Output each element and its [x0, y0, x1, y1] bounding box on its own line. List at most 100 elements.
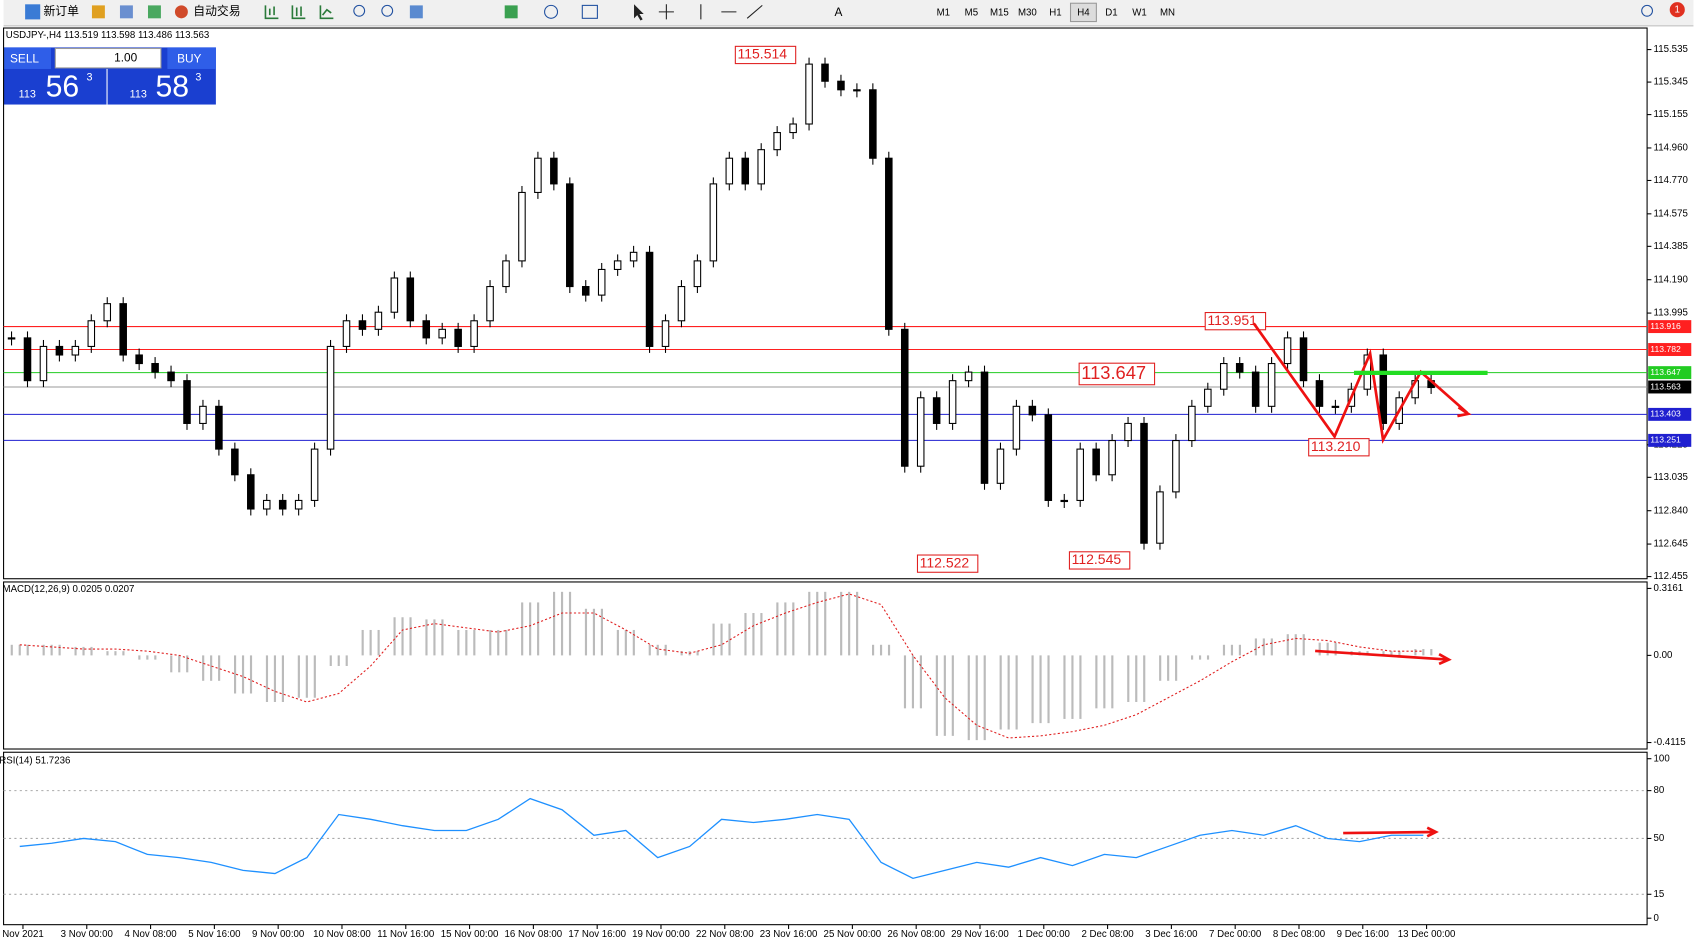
candle [1235, 363, 1244, 373]
x-tick-label: 25 Nov 00:00 [824, 929, 882, 940]
buy-button[interactable] [167, 47, 216, 69]
y-tick-label: 112.645 [1654, 539, 1688, 550]
timeframe-button[interactable]: M15 [990, 7, 1009, 18]
price-annotation-box [1068, 551, 1131, 570]
y-tick-label: 114.190 [1654, 274, 1689, 285]
toolbar-icon[interactable] [91, 5, 105, 19]
y-tick-label: 0.3161 [1654, 583, 1684, 594]
auto-trading-icon[interactable] [174, 5, 188, 19]
candle [294, 499, 303, 510]
candle [645, 251, 654, 347]
y-tick-label: 115.535 [1654, 44, 1688, 55]
sell-button[interactable] [3, 47, 51, 69]
timeframe-button[interactable]: M5 [965, 7, 978, 18]
cursor-tool[interactable] [634, 4, 644, 21]
candle [996, 448, 1005, 484]
x-tick-label: 1 Dec 00:00 [1018, 929, 1071, 940]
timeframe-button[interactable]: H1 [1049, 7, 1061, 18]
candle [597, 268, 606, 296]
candle [725, 157, 734, 185]
y-tick-label: 114.770 [1654, 175, 1689, 186]
candle-chart-icon[interactable] [291, 5, 306, 20]
new-order-icon[interactable] [25, 4, 41, 20]
price-annotation-box [1308, 438, 1370, 457]
search[interactable] [1641, 4, 1654, 17]
timeframe-button[interactable]: D1 [1105, 7, 1117, 18]
bar-chart-icon[interactable] [264, 5, 279, 20]
candle [71, 345, 80, 356]
active-timeframe [1069, 2, 1097, 23]
buy-label[interactable]: BUY [177, 51, 201, 65]
text-tool[interactable]: A [834, 5, 842, 19]
candle [310, 448, 319, 501]
notifications[interactable] [1669, 2, 1685, 18]
line-tools[interactable] [700, 4, 763, 20]
candle [55, 345, 64, 356]
timeframe-button[interactable]: M1 [937, 7, 950, 18]
price-level-label: 113.782 [1650, 344, 1681, 354]
candle [629, 251, 638, 262]
line-chart-icon[interactable] [319, 5, 334, 20]
crosshair-tool[interactable] [658, 4, 674, 20]
lot-input[interactable] [54, 47, 162, 69]
price-level-tag [1648, 380, 1692, 394]
timeframe-button[interactable]: H4 [1077, 7, 1090, 18]
y-tick-label: 112.840 [1654, 505, 1689, 516]
price-annotation: 113.647 [1081, 362, 1146, 383]
candle [869, 89, 877, 159]
candle [741, 157, 750, 185]
candle [518, 191, 526, 262]
sell-price-prefix[interactable]: 113 [19, 89, 36, 101]
price-annotation-box [734, 45, 797, 65]
price-annotation: 113.210 [1311, 438, 1361, 454]
x-tick-label: 17 Nov 16:00 [568, 929, 626, 940]
candle [454, 328, 462, 347]
timeframe-button[interactable]: MN [1160, 7, 1175, 18]
candle [1188, 405, 1196, 442]
new-order-button[interactable]: 新订单 [43, 4, 79, 18]
candle [821, 63, 829, 82]
x-tick-label: 4 Nov 08:00 [124, 929, 177, 940]
candle [1044, 414, 1053, 501]
candle [1108, 440, 1116, 476]
candle [342, 320, 351, 347]
candle [1092, 448, 1100, 476]
candle [374, 311, 383, 330]
templates[interactable] [581, 4, 598, 19]
price-level-tag [1648, 433, 1692, 447]
candle [167, 371, 175, 382]
candle [1172, 440, 1180, 493]
price-level-tag [1648, 343, 1692, 356]
sell-price-sup[interactable]: 3 [87, 71, 93, 83]
buy-price-prefix[interactable]: 113 [130, 89, 147, 101]
candle [1060, 499, 1069, 503]
candle [709, 183, 718, 262]
indicators[interactable] [504, 5, 518, 19]
periods[interactable] [544, 4, 559, 19]
y-tick-label: 0 [1654, 913, 1660, 924]
buy-price-sup[interactable]: 3 [195, 71, 201, 83]
x-tick-label: 13 Dec 00:00 [1398, 929, 1456, 940]
candle [39, 345, 48, 382]
timeframe-button[interactable]: W1 [1132, 7, 1147, 18]
x-tick-label: 5 Nov 16:00 [188, 929, 241, 940]
toolbar-icon[interactable] [119, 5, 133, 19]
auto-trading-button[interactable]: 自动交易 [193, 4, 240, 18]
y-tick-label: 50 [1654, 833, 1665, 844]
buy-price-big[interactable]: 58 [156, 70, 190, 103]
lot-value[interactable]: 1.00 [114, 50, 137, 64]
zoom-out[interactable] [381, 4, 394, 17]
rsi-title: RSI(14) 51.7236 [0, 755, 70, 766]
y-tick-label: 0.00 [1654, 650, 1673, 661]
zoom-in[interactable] [353, 4, 366, 17]
arrow-head [1438, 652, 1452, 666]
sell-label[interactable]: SELL [10, 51, 39, 65]
rsi-arrow [1343, 830, 1435, 835]
toolbar-icon[interactable] [147, 5, 161, 19]
candle [103, 303, 112, 322]
candle [1251, 371, 1260, 407]
tile-windows[interactable] [409, 5, 423, 19]
candle [422, 320, 431, 339]
sell-price-big[interactable]: 56 [46, 70, 80, 103]
timeframe-button[interactable]: M30 [1018, 7, 1037, 18]
